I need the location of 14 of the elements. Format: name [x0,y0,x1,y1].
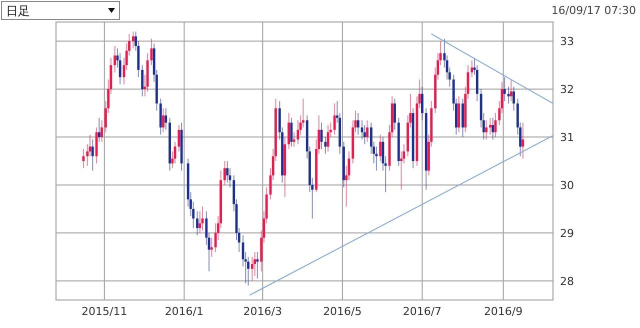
x-tick-label: 2016/1 [164,305,204,318]
x-tick-label: 2016/9 [484,305,523,318]
x-tick-label: 2016/5 [323,305,362,318]
text: 16/09/17 07:30 [551,4,636,17]
dropdown-field: 日足 [1,1,120,20]
x-tick-label: 2015/11 [82,305,128,318]
y-tick-label: 33 [560,35,574,48]
y-tick-label: 29 [560,226,574,240]
x-tick-label: 2016/7 [402,305,442,318]
x-tick-label: 2016/3 [243,305,282,318]
y-tick-label: 28 [560,274,574,288]
y-tick-label: 32 [560,83,574,96]
y-tick-label: 30 [560,178,574,192]
y-tick-label: 31 [560,131,574,144]
